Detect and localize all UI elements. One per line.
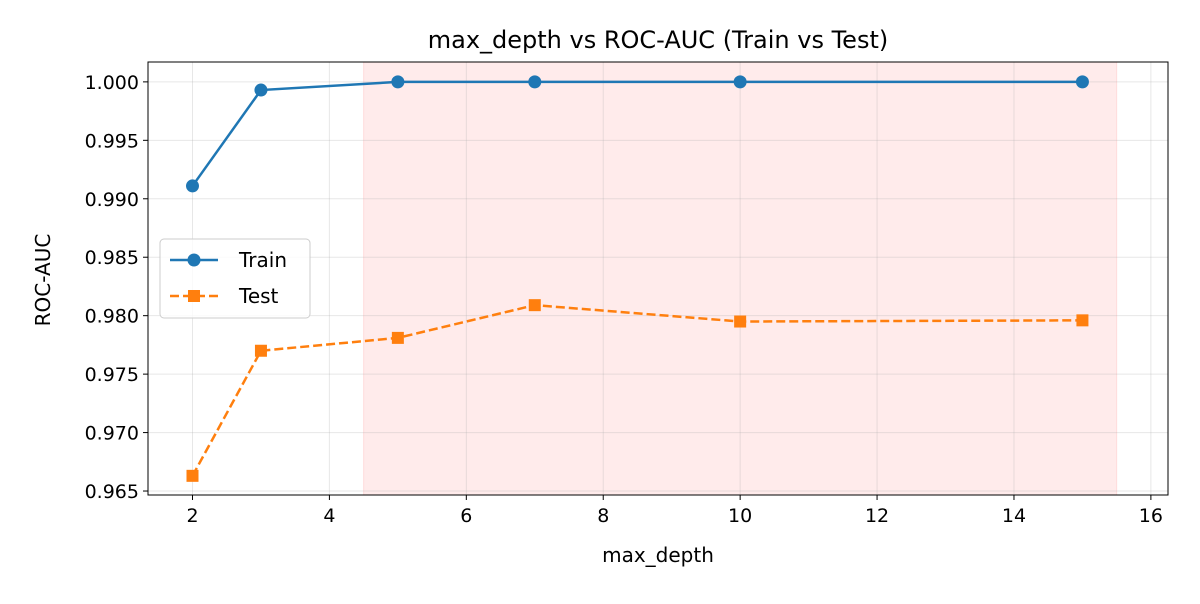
x-axis-label: max_depth	[602, 543, 714, 567]
legend-box	[159, 238, 311, 319]
data-point-train	[391, 75, 405, 89]
x-tick-label: 4	[323, 505, 335, 527]
y-tick-label: 1.000	[85, 72, 139, 94]
data-point-test	[254, 344, 267, 357]
y-tick-label: 0.970	[85, 423, 139, 445]
x-tick-label: 6	[460, 505, 472, 527]
x-tick-label: 10	[728, 505, 752, 527]
x-tick-label: 8	[597, 505, 609, 527]
legend-label-test: Test	[238, 284, 279, 308]
x-tick-label: 12	[865, 505, 889, 527]
data-point-test	[391, 331, 404, 344]
x-tick-label: 2	[186, 505, 198, 527]
y-tick-label: 0.985	[85, 247, 139, 269]
plot-frame	[147, 61, 1169, 496]
data-point-train	[528, 75, 542, 89]
data-point-test	[528, 299, 541, 312]
y-tick-label: 0.990	[85, 189, 139, 211]
series-line-train	[191, 80, 1083, 187]
legend-marker-train	[187, 253, 201, 267]
data-point-test	[186, 469, 199, 482]
x-tick-label: 16	[1139, 505, 1163, 527]
data-point-test	[1076, 314, 1089, 327]
grid	[148, 62, 1168, 495]
legend-marker-test	[188, 290, 200, 302]
legend: Train Test	[159, 238, 311, 319]
series-group	[185, 75, 1089, 482]
y-tick-label: 0.995	[85, 130, 139, 152]
y-tick-label: 0.980	[85, 306, 139, 328]
data-point-train	[733, 75, 747, 89]
y-tick-label: 0.965	[85, 481, 139, 503]
data-point-train	[254, 83, 268, 97]
shaded-region	[363, 61, 1118, 496]
data-point-train	[1075, 75, 1089, 89]
y-tick-label: 0.975	[85, 364, 139, 386]
ticks: 2 4 6 8 10 12 14 16 0.965 0.970 0.975 0.980 0.985 0.9…	[85, 72, 1163, 527]
y-axis-label: ROC-AUC	[31, 234, 55, 327]
data-point-train	[185, 179, 199, 193]
chart-title: max_depth vs ROC-AUC (Train vs Test)	[428, 26, 888, 54]
series-line-test	[191, 303, 1083, 477]
data-point-test	[734, 315, 747, 328]
legend-label-train: Train	[238, 248, 287, 272]
x-tick-label: 14	[1002, 505, 1026, 527]
